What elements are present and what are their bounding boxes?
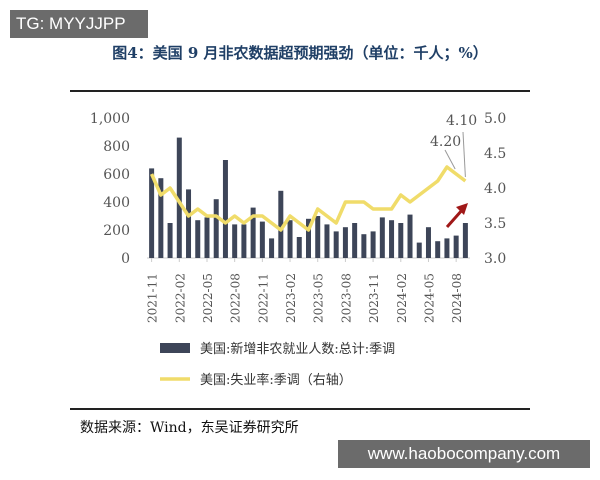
bar [333, 231, 339, 258]
left-tick-label: 800 [103, 139, 130, 155]
legend-label: 美国:失业率:季调（右轴） [200, 372, 352, 388]
source-note: 数据来源：Wind，东吴证券研究所 [80, 420, 299, 436]
left-tick-label: 1,000 [90, 111, 130, 127]
bar [389, 220, 395, 258]
left-tick-label: 600 [103, 167, 130, 183]
bar [195, 220, 201, 258]
left-tick-label: 400 [103, 195, 130, 211]
x-tick-label: 2023-11 [367, 273, 381, 323]
right-tick-label: 3.0 [484, 251, 506, 267]
bar [167, 223, 173, 258]
x-tick-label: 2022-11 [256, 273, 270, 323]
bar [407, 214, 413, 258]
left-tick-label: 200 [103, 223, 130, 239]
bar [370, 231, 376, 258]
bar [269, 238, 275, 258]
right-tick-label: 4.0 [484, 181, 506, 197]
bar [186, 189, 192, 258]
bar [416, 242, 422, 258]
trend-arrow [445, 208, 465, 228]
bar [259, 221, 265, 258]
x-tick-label: 2023-05 [312, 273, 326, 323]
bar [342, 227, 348, 258]
x-tick-label: 2023-02 [284, 273, 298, 323]
bar [176, 137, 182, 258]
bar [232, 224, 238, 258]
bar [213, 199, 219, 258]
right-tick-label: 4.5 [484, 146, 506, 162]
bar [379, 217, 385, 258]
left-tick-label: 0 [121, 251, 130, 267]
bar [250, 207, 256, 258]
bar [158, 178, 164, 258]
bar [241, 224, 247, 258]
x-tick-label: 2024-08 [450, 273, 464, 323]
annotation-leader [462, 131, 466, 178]
bar [361, 234, 367, 258]
bar [306, 218, 311, 258]
annotation-label: 4.10 [446, 113, 477, 129]
x-tick-label: 2024-02 [395, 273, 409, 323]
bar [352, 223, 358, 258]
bar [324, 224, 330, 258]
bar [315, 216, 321, 258]
x-tick-label: 2021-11 [146, 273, 160, 323]
bottom-rule [70, 408, 530, 410]
bar [462, 223, 468, 258]
legend-swatch-bars [160, 343, 190, 353]
bar [278, 190, 284, 258]
bar [453, 235, 459, 258]
bar [444, 238, 450, 258]
bar [204, 217, 210, 258]
bar [398, 223, 404, 258]
x-tick-label: 2024-05 [422, 273, 436, 323]
bar [425, 227, 431, 258]
x-tick-label: 2022-08 [229, 273, 243, 323]
watermark-bottom: www.haobocompany.com [338, 440, 590, 468]
x-tick-label: 2023-08 [339, 273, 353, 323]
bar [287, 220, 293, 258]
annotation-leader [444, 149, 456, 170]
chart-title: 图4：美国 9 月非农数据超预期强劲（单位：千人；%） [112, 44, 488, 62]
bar [435, 241, 441, 258]
x-tick-label: 2022-05 [201, 273, 215, 323]
unemployment-line [150, 165, 467, 232]
watermark-top: TG: MYYJJPP [10, 10, 148, 38]
top-rule [70, 90, 530, 92]
right-tick-label: 3.5 [484, 216, 506, 232]
bar [222, 160, 228, 258]
right-tick-label: 5.0 [484, 111, 506, 127]
bar [149, 168, 155, 258]
x-tick-label: 2022-02 [173, 273, 187, 323]
trend-arrow-head [456, 203, 468, 215]
bar [296, 237, 302, 258]
legend-label: 美国:新增非农就业人数:总计:季调 [200, 341, 395, 357]
annotation-label: 4.20 [430, 134, 461, 150]
